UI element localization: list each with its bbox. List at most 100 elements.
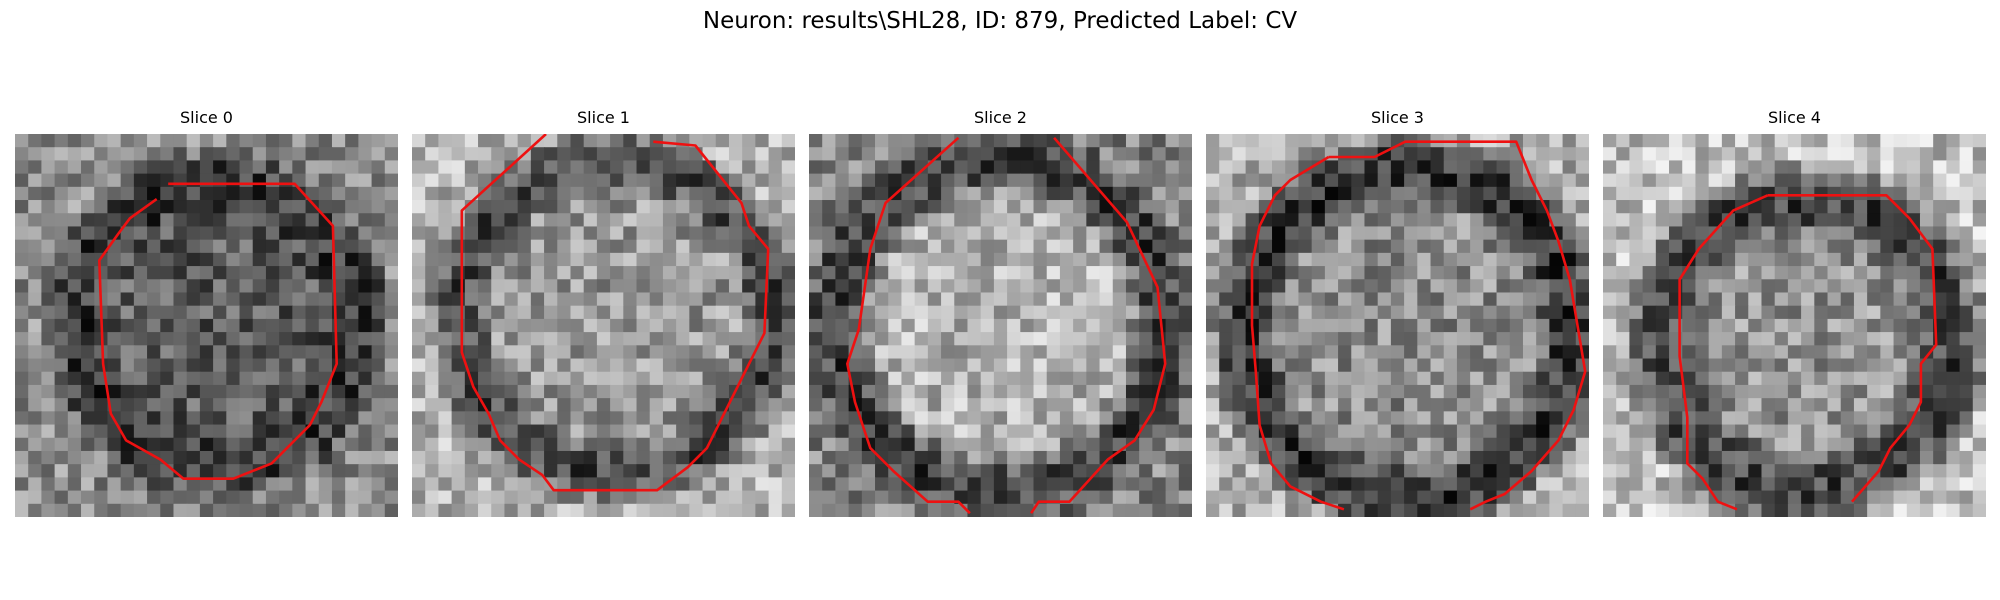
pixel	[15, 147, 29, 162]
pixel	[358, 200, 373, 214]
pixel	[133, 226, 148, 241]
pixel	[1655, 477, 1670, 492]
pixel	[1046, 384, 1061, 399]
pixel	[331, 384, 346, 399]
pixel	[120, 173, 135, 188]
pixel	[768, 411, 783, 426]
pixel	[1972, 371, 1986, 386]
pixel	[1629, 371, 1644, 386]
pixel	[755, 490, 770, 505]
pixel	[623, 490, 638, 505]
pixel	[1377, 134, 1392, 148]
pixel	[279, 332, 293, 346]
pixel	[530, 173, 545, 188]
pixel	[1562, 200, 1577, 214]
pixel	[1206, 160, 1220, 175]
pixel	[1470, 437, 1484, 452]
pixel	[412, 173, 426, 188]
pixel	[318, 318, 333, 333]
pixel	[662, 266, 677, 280]
pixel	[107, 173, 122, 188]
pixel	[1086, 186, 1101, 201]
pixel	[305, 384, 320, 399]
pixel	[1695, 345, 1710, 360]
pixel	[226, 424, 241, 439]
pixel	[279, 239, 293, 254]
pixel	[94, 437, 109, 452]
pixel	[781, 186, 795, 201]
pixel	[464, 450, 479, 465]
pixel	[133, 186, 148, 201]
pixel	[28, 239, 43, 254]
pixel	[1972, 318, 1986, 333]
pixel	[1285, 200, 1300, 214]
pixel	[54, 173, 69, 188]
pixel	[213, 490, 227, 505]
pixel	[1603, 200, 1617, 214]
pixel	[1575, 134, 1589, 148]
pixel	[1258, 332, 1273, 346]
pixel	[1417, 147, 1432, 162]
pixel	[226, 490, 241, 505]
pixel	[1522, 398, 1537, 412]
pixel	[901, 186, 916, 201]
pixel	[15, 186, 29, 201]
pixel	[384, 266, 398, 280]
pixel	[1814, 398, 1829, 412]
pixel	[1404, 173, 1418, 188]
pixel	[345, 186, 359, 201]
pixel	[927, 160, 942, 175]
pixel	[822, 134, 837, 148]
pixel	[1125, 252, 1140, 267]
pixel	[689, 239, 704, 254]
pixel	[478, 200, 492, 214]
pixel	[742, 186, 756, 201]
pixel	[1549, 384, 1564, 399]
pixel	[1906, 450, 1921, 465]
pixel	[755, 226, 770, 241]
pixel	[1219, 464, 1234, 478]
pixel	[478, 134, 492, 148]
pixel	[1112, 332, 1127, 346]
pixel	[1603, 134, 1617, 148]
pixel	[1020, 305, 1035, 320]
pixel	[781, 252, 795, 267]
pixel	[689, 398, 704, 412]
pixel	[1814, 252, 1829, 267]
pixel	[358, 437, 373, 452]
pixel	[1721, 318, 1736, 333]
pixel	[226, 411, 241, 426]
pixel	[848, 239, 863, 254]
pixel	[888, 424, 903, 439]
pixel	[1642, 464, 1657, 478]
pixel	[649, 200, 664, 214]
pixel	[1642, 490, 1657, 505]
pixel	[980, 305, 995, 320]
pixel	[1099, 437, 1114, 452]
pixel	[1867, 147, 1881, 162]
pixel	[15, 266, 29, 280]
pixel	[557, 186, 572, 201]
pixel	[530, 384, 545, 399]
pixel	[1787, 239, 1802, 254]
pixel	[954, 464, 969, 478]
pixel	[1390, 239, 1405, 254]
pixel	[1629, 173, 1644, 188]
pixel	[980, 147, 995, 162]
pixel	[160, 398, 175, 412]
pixel	[875, 173, 889, 188]
pixel	[636, 252, 651, 267]
pixel	[438, 411, 453, 426]
pixel	[252, 384, 267, 399]
pixel	[1642, 252, 1657, 267]
pixel	[451, 305, 466, 320]
pixel	[835, 292, 850, 307]
pixel	[1801, 398, 1815, 412]
pixel	[557, 464, 572, 478]
pixel	[1575, 411, 1589, 426]
pixel	[1033, 160, 1048, 175]
pixel	[1059, 173, 1074, 188]
pixel	[107, 358, 122, 373]
pixel	[1206, 226, 1220, 241]
pixel	[1629, 186, 1644, 201]
